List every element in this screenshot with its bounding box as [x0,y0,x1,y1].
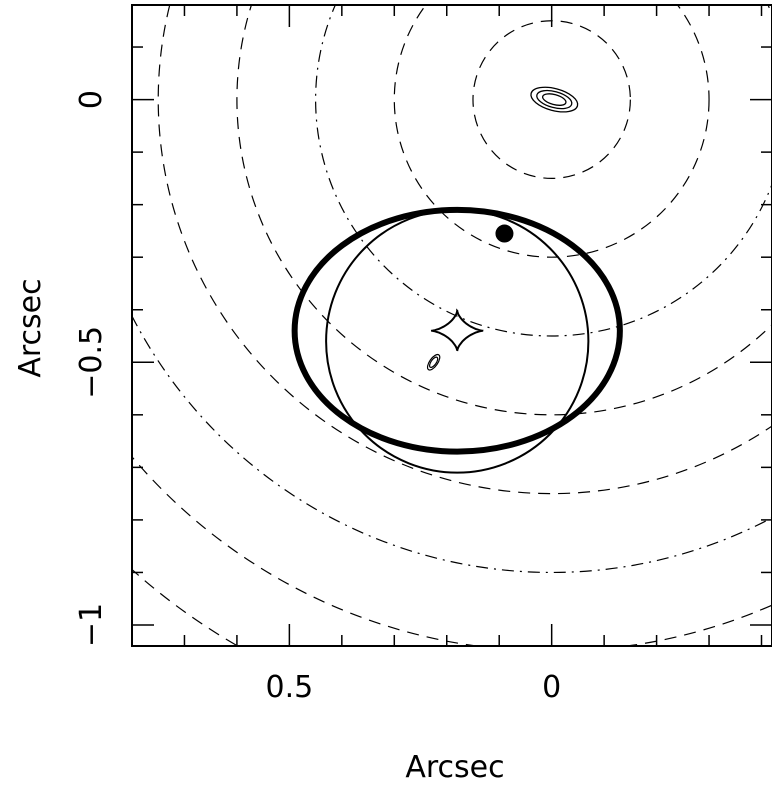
potential-contour [157,5,772,495]
potential-contour [132,455,772,646]
markers [426,86,579,371]
potential-contour [393,5,710,258]
x-tick-label: 0 [542,670,561,705]
image-contour [541,93,567,106]
potential-contour [132,568,239,646]
critical-curve-ellipse [291,206,623,455]
potential-contour [236,5,772,416]
potential-contours [132,5,772,646]
plot-frame [131,4,772,647]
source-marker [495,224,514,243]
potential-contour [472,20,631,179]
potential-contour [132,314,772,573]
y-tick-label: −0.5 [74,326,109,399]
image-contour [426,353,441,371]
potential-contour [315,5,772,337]
y-tick-label: −1 [74,603,109,647]
y-axis-label: Arcsec [13,278,48,377]
image-contour [530,86,579,113]
tick-labels: 0.5 0 0 −0.5 −1 [74,90,561,705]
x-tick-label: 0.5 [266,670,314,705]
axis-ticks [132,5,772,646]
image-contour [428,356,439,369]
x-axis-label: Arcsec [405,750,504,785]
critical-curves [291,206,623,474]
y-tick-label: 0 [74,90,109,109]
image-contour [536,89,573,110]
caustic-astroid [430,308,484,352]
